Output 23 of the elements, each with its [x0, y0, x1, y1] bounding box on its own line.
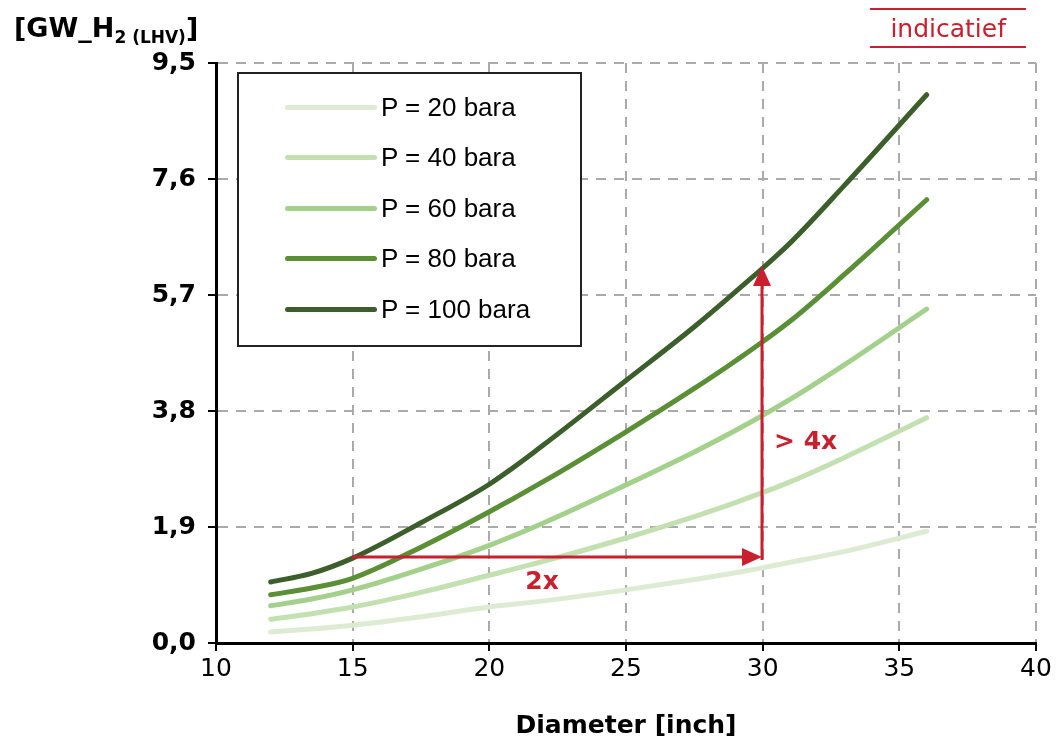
y-axis-title: [GW_H$_{2 (LHV)}$]	[14, 12, 199, 48]
x-tick-label: 10	[200, 652, 232, 682]
x-tick-label: 25	[610, 652, 642, 682]
x-axis-title: Diameter [inch]	[515, 709, 737, 739]
legend-label: P = 100 bara	[381, 293, 531, 325]
y-tick-label: 3,8	[151, 394, 196, 424]
legend-label: P = 40 bara	[381, 142, 516, 174]
y-tick-label: 5,7	[151, 278, 196, 308]
legend-label: P = 60 bara	[381, 192, 516, 224]
y-tick-label: 9,5	[151, 46, 196, 76]
x-tick-label: 35	[883, 652, 916, 682]
y-tick-label: 7,6	[151, 162, 196, 192]
annotation: > 4x	[774, 426, 838, 455]
y-tick-label: 0,0	[151, 626, 196, 656]
x-tick-label: 30	[746, 652, 779, 682]
legend-label: P = 20 bara	[381, 91, 516, 123]
x-tick-label: 15	[336, 652, 369, 682]
x-tick-label: 40	[1020, 652, 1052, 682]
x-tick-label: 20	[473, 652, 506, 682]
annotation: 2x	[524, 566, 560, 595]
text: indicatief	[870, 8, 1026, 48]
legend-label: P = 80 bara	[381, 243, 516, 275]
y-tick-label: 1,9	[151, 510, 196, 540]
